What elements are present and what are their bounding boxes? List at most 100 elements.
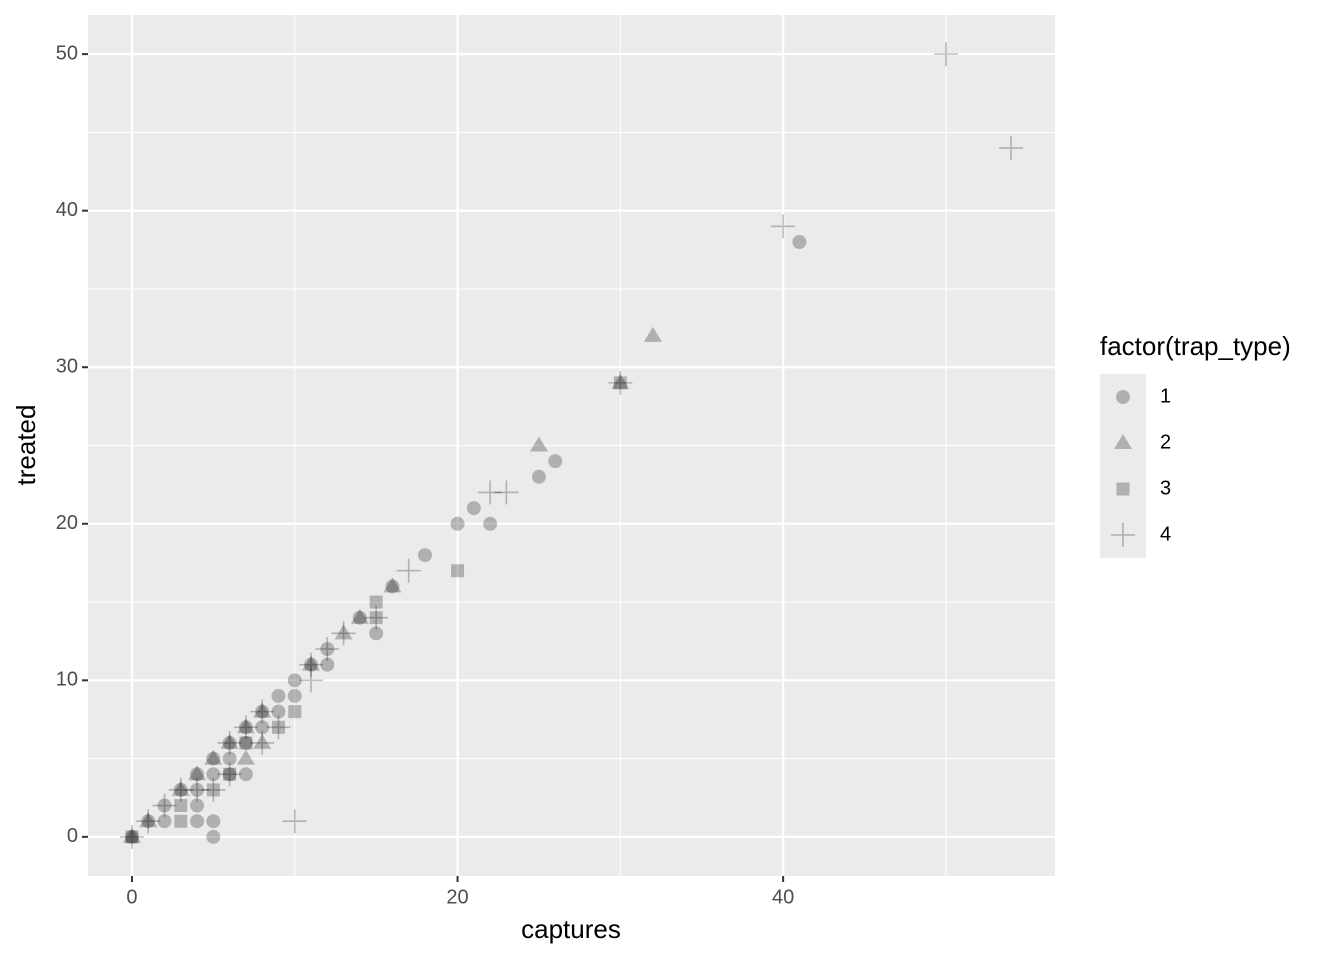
point xyxy=(271,688,286,703)
legend: 1 2 3 4 xyxy=(1111,385,1171,547)
point xyxy=(613,376,627,390)
point xyxy=(266,715,291,740)
point xyxy=(233,715,258,740)
point xyxy=(250,699,275,724)
point xyxy=(223,767,237,781)
point xyxy=(483,516,498,531)
point xyxy=(608,370,633,395)
point xyxy=(253,733,272,749)
point xyxy=(238,767,253,782)
point xyxy=(350,608,369,624)
point xyxy=(236,718,255,734)
point xyxy=(320,642,335,657)
point xyxy=(190,798,205,813)
point xyxy=(287,673,302,688)
y-tick-label: 30 xyxy=(56,356,78,378)
point xyxy=(122,827,141,843)
point xyxy=(125,830,139,844)
point xyxy=(238,735,253,750)
point xyxy=(299,668,324,693)
point xyxy=(174,814,188,828)
point xyxy=(255,704,270,719)
point xyxy=(250,730,275,755)
point xyxy=(383,577,402,593)
point xyxy=(792,234,807,249)
point xyxy=(529,436,548,452)
point xyxy=(288,705,302,719)
legend-key xyxy=(1114,434,1132,449)
point xyxy=(204,749,223,765)
point xyxy=(222,767,237,782)
point xyxy=(611,373,630,389)
y-tick-label: 40 xyxy=(56,199,78,221)
legend-label: 3 xyxy=(1160,477,1171,499)
point xyxy=(173,782,188,797)
point xyxy=(334,624,353,640)
point xyxy=(157,798,172,813)
point xyxy=(217,730,242,755)
point xyxy=(190,767,205,782)
point xyxy=(188,765,207,781)
points xyxy=(119,42,1024,849)
point xyxy=(369,626,384,641)
point xyxy=(220,733,239,749)
point xyxy=(201,777,226,802)
point xyxy=(222,735,237,750)
y-tick-label: 0 xyxy=(67,825,78,847)
x-axis-title: captures xyxy=(521,914,621,944)
point xyxy=(124,829,139,844)
point xyxy=(548,454,563,469)
point xyxy=(282,809,307,834)
point xyxy=(222,751,237,766)
legend-label: 4 xyxy=(1160,523,1171,545)
point xyxy=(119,824,144,849)
y-tick-label: 50 xyxy=(56,42,78,64)
point xyxy=(451,564,465,578)
x-tick-label: 0 xyxy=(126,886,137,908)
point xyxy=(141,814,156,829)
x-tick-label: 20 xyxy=(446,886,468,908)
point xyxy=(531,469,546,484)
point xyxy=(385,579,400,594)
point xyxy=(320,657,335,672)
point xyxy=(239,736,253,750)
point xyxy=(139,812,158,828)
legend-key xyxy=(1116,390,1130,404)
point xyxy=(206,829,221,844)
point xyxy=(364,605,389,630)
point xyxy=(206,783,220,797)
point xyxy=(206,814,221,829)
point xyxy=(643,326,662,342)
point xyxy=(206,767,221,782)
point xyxy=(315,637,340,662)
point xyxy=(136,809,161,834)
point xyxy=(190,814,205,829)
point xyxy=(352,610,367,625)
y-axis-title: treated xyxy=(11,405,41,486)
legend-title: factor(trap_type) xyxy=(1100,331,1291,361)
legend-label: 2 xyxy=(1160,431,1171,453)
point xyxy=(369,595,383,609)
legend-key xyxy=(1116,482,1130,496)
point xyxy=(255,720,270,735)
point xyxy=(217,762,242,787)
point xyxy=(185,777,210,802)
point xyxy=(304,657,319,672)
point xyxy=(302,655,321,671)
y-tick-label: 10 xyxy=(56,669,78,691)
legend-label: 1 xyxy=(1160,385,1171,407)
legend-key-background xyxy=(1100,374,1146,558)
point xyxy=(271,720,285,734)
point xyxy=(287,688,302,703)
point xyxy=(236,749,255,765)
point xyxy=(152,793,177,818)
point xyxy=(206,751,221,766)
point xyxy=(157,814,172,829)
point xyxy=(450,516,465,531)
point xyxy=(478,480,503,505)
point xyxy=(271,704,286,719)
point xyxy=(168,777,193,802)
point xyxy=(369,611,383,625)
point xyxy=(171,780,190,796)
